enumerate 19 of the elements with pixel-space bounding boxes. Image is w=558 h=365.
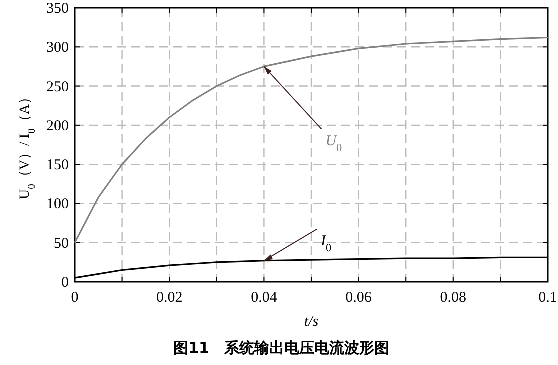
y-tick-label: 0 xyxy=(62,275,69,291)
line-series xyxy=(74,36,549,244)
x-tick-label: 0.02 xyxy=(156,290,183,306)
x-tick-label: 0.08 xyxy=(440,290,467,306)
x-axis-title: t/s xyxy=(304,314,319,330)
x-tick-label: 0.1 xyxy=(538,290,558,306)
y-tick-label: 300 xyxy=(46,40,69,56)
y-tick-label: 250 xyxy=(46,79,69,96)
text: U$_{0}$ xyxy=(326,133,343,154)
y-tick-label: 200 xyxy=(46,118,69,134)
y-tick-label: 50 xyxy=(54,236,69,252)
y-tick-label: 350 xyxy=(46,1,69,17)
x-tick-label: 0.06 xyxy=(346,290,372,306)
y-tick-label: 100 xyxy=(46,196,69,213)
x-tick-label: 0.04 xyxy=(251,290,278,306)
text: 图11 系统输出电压电流波形图 xyxy=(174,339,390,357)
y-tick-label: 150 xyxy=(46,158,69,174)
x-tick-label: 0 xyxy=(71,290,79,306)
series-label: I$_{0}$ xyxy=(320,233,332,254)
